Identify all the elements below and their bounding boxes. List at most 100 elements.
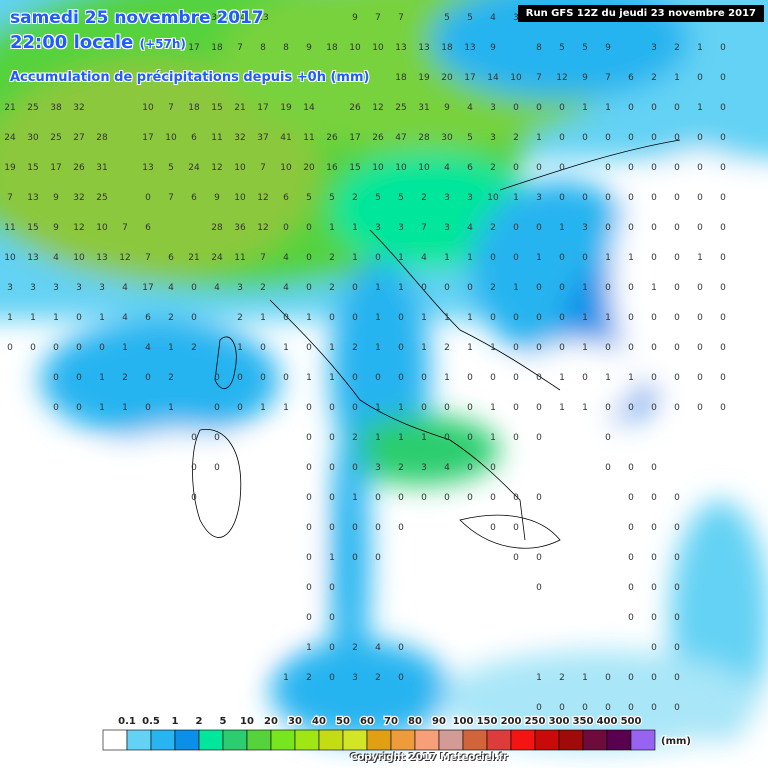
- grid-value: 0: [30, 343, 36, 353]
- grid-value: 1: [398, 283, 404, 293]
- grid-value: 4: [145, 343, 151, 353]
- grid-value: 9: [53, 223, 59, 233]
- grid-value: 1: [375, 433, 381, 443]
- grid-value: 2: [168, 313, 174, 323]
- grid-value: 2: [375, 673, 381, 683]
- grid-value: 0: [191, 283, 197, 293]
- grid-value: 1: [329, 553, 335, 563]
- grid-value: 20: [303, 163, 315, 173]
- grid-value: 0: [306, 343, 312, 353]
- grid-value: 0: [76, 343, 82, 353]
- grid-value: 0: [651, 643, 657, 653]
- legend-label: 90: [432, 716, 446, 727]
- grid-value: 0: [674, 193, 680, 203]
- grid-value: 15: [27, 163, 38, 173]
- grid-value: 0: [329, 643, 335, 653]
- grid-value: 0: [674, 553, 680, 563]
- grid-value: 5: [444, 13, 450, 23]
- grid-value: 0: [651, 193, 657, 203]
- grid-value: 0: [651, 313, 657, 323]
- grid-value: 31: [96, 163, 107, 173]
- legend-swatch: [486, 729, 512, 751]
- grid-value: 5: [582, 43, 588, 53]
- grid-value: 10: [234, 193, 246, 203]
- grid-value: 0: [214, 373, 220, 383]
- grid-value: 0: [375, 493, 381, 503]
- grid-value: 0: [605, 223, 611, 233]
- grid-value: 1: [513, 193, 519, 203]
- grid-value: 2: [444, 343, 450, 353]
- legend-swatch: [222, 729, 248, 751]
- grid-value: 1: [306, 313, 312, 323]
- grid-value: 0: [674, 103, 680, 113]
- grid-value: 23: [257, 13, 268, 23]
- grid-value: 0: [467, 493, 473, 503]
- grid-value: 1: [260, 403, 266, 413]
- grid-value: 0: [651, 493, 657, 503]
- grid-value: 3: [651, 43, 657, 53]
- grid-value: 0: [421, 403, 427, 413]
- grid-value: 1: [329, 223, 335, 233]
- grid-value: 4: [375, 643, 381, 653]
- grid-value: 1: [421, 313, 427, 323]
- grid-value: 3: [444, 223, 450, 233]
- grid-value: 0: [306, 223, 312, 233]
- grid-value: 0: [628, 403, 634, 413]
- grid-value: 32: [234, 133, 245, 143]
- grid-value: 0: [697, 223, 703, 233]
- legend-label: 400: [597, 716, 618, 727]
- grid-value: 0: [559, 703, 565, 713]
- grid-value: 1: [421, 433, 427, 443]
- grid-value: 2: [559, 673, 565, 683]
- grid-value: 0: [283, 373, 289, 383]
- grid-value: 0: [559, 253, 565, 263]
- grid-value: 0: [628, 673, 634, 683]
- grid-value: 0: [720, 223, 726, 233]
- grid-value: 10: [510, 73, 522, 83]
- grid-value: 2: [651, 73, 657, 83]
- grid-value: 18: [326, 43, 338, 53]
- grid-value: 0: [53, 343, 59, 353]
- grid-value: 10: [142, 103, 154, 113]
- legend-unit: (mm): [661, 736, 691, 747]
- grid-value: 0: [651, 163, 657, 173]
- grid-value: 0: [398, 343, 404, 353]
- legend-swatch: [150, 729, 176, 751]
- grid-value: 3: [490, 103, 496, 113]
- grid-value: 21: [234, 103, 245, 113]
- grid-value: 12: [211, 163, 222, 173]
- grid-value: 26: [349, 103, 361, 113]
- grid-value: 1: [352, 493, 358, 503]
- grid-value: 0: [559, 103, 565, 113]
- grid-value: 1: [674, 73, 680, 83]
- grid-value: 0: [582, 193, 588, 203]
- grid-value: 0: [329, 403, 335, 413]
- grid-value: 0: [697, 343, 703, 353]
- grid-value: 1: [237, 343, 243, 353]
- grid-value: 0: [536, 103, 542, 113]
- run-info: Run GFS 12Z du jeudi 23 novembre 2017: [517, 5, 764, 22]
- grid-value: 4: [467, 223, 473, 233]
- grid-value: 0: [605, 283, 611, 293]
- grid-value: 1: [30, 313, 36, 323]
- grid-value: 0: [559, 133, 565, 143]
- grid-value: 0: [490, 493, 496, 503]
- grid-value: 0: [398, 493, 404, 503]
- grid-value: 17: [349, 133, 360, 143]
- grid-value: 0: [306, 553, 312, 563]
- grid-value: 5: [306, 193, 312, 203]
- grid-value: 0: [536, 373, 542, 383]
- grid-value: 1: [559, 403, 565, 413]
- grid-value: 0: [191, 313, 197, 323]
- grid-value: 0: [605, 433, 611, 443]
- grid-value: 0: [145, 373, 151, 383]
- grid-value: 0: [306, 613, 312, 623]
- grid-value: 0: [720, 403, 726, 413]
- grid-value: 0: [191, 463, 197, 473]
- grid-value: 0: [352, 373, 358, 383]
- legend-swatch: [294, 729, 320, 751]
- grid-value: 0: [605, 673, 611, 683]
- grid-value: 1: [605, 103, 611, 113]
- legend-label: 30: [288, 716, 302, 727]
- grid-value: 0: [306, 253, 312, 263]
